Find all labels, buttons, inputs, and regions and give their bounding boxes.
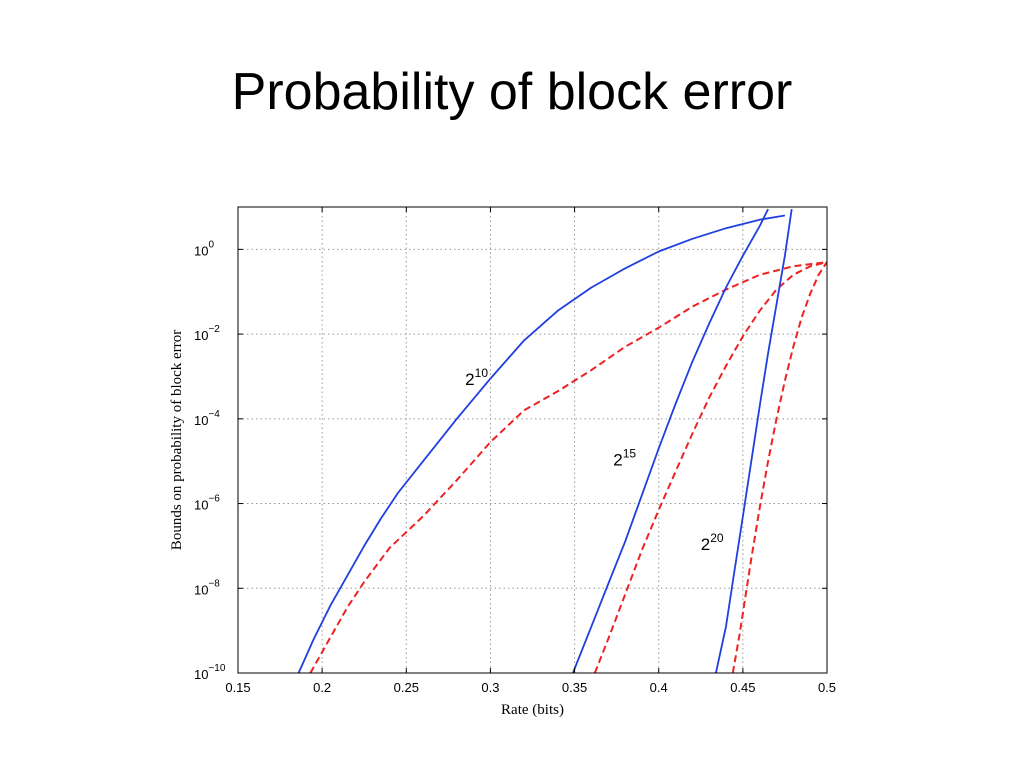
y-tick-label: 10−8 (194, 578, 220, 597)
annotations: 210 215 220 (465, 366, 724, 554)
curve-label: 220 (701, 531, 724, 554)
y-tick-label: 10−10 (194, 663, 226, 682)
x-tick-label: 0.3 (481, 680, 499, 695)
y-tick-label: 10−2 (194, 324, 220, 343)
y-tick-label: 10−6 (194, 494, 220, 513)
curve-label: 215 (613, 446, 636, 469)
grid-lines (238, 207, 827, 673)
curve-2-10-upper (297, 214, 786, 674)
x-tick-label: 0.35 (562, 680, 587, 695)
y-axis-label: Bounds on probability of block error (169, 330, 185, 550)
plot-frame (237, 206, 828, 674)
y-tick-label: 10−4 (194, 409, 220, 428)
y-tick-label: 100 (194, 239, 214, 258)
x-tick-label: 0.15 (225, 680, 250, 695)
x-tick-label: 0.25 (394, 680, 419, 695)
x-axis-label: Rate (bits) (501, 702, 564, 718)
x-tick-label: 0.45 (730, 680, 755, 695)
ticks: 0.15 0.2 0.25 0.3 0.35 0.4 0.45 0.5 100 10−2 10−4 1… (194, 207, 836, 695)
curve-2-15-lower (593, 261, 828, 674)
x-tick-label: 0.4 (650, 680, 668, 695)
curve-2-10-lower (309, 261, 828, 674)
curves (297, 208, 828, 674)
slide-title: Probability of block error (231, 63, 793, 121)
curve-label: 210 (465, 366, 488, 389)
curve-2-20-upper (715, 208, 793, 674)
x-tick-label: 0.2 (313, 680, 331, 695)
curve-2-20-lower (731, 261, 828, 674)
curve-2-15-upper (572, 208, 769, 674)
x-tick-label: 0.5 (818, 680, 836, 695)
